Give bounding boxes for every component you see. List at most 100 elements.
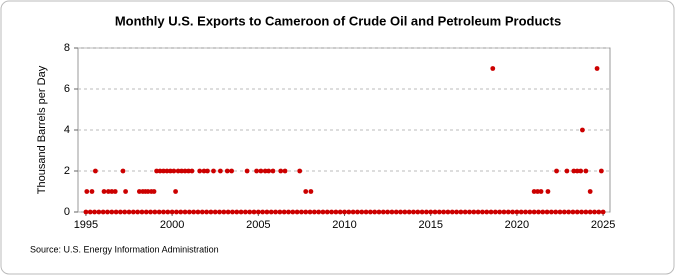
data-point [316, 209, 322, 215]
data-point [587, 189, 593, 194]
data-point [93, 168, 98, 174]
x-tick-label: 2010 [332, 219, 356, 231]
data-point [311, 209, 317, 215]
data-point [186, 209, 192, 215]
data-point [380, 209, 386, 215]
data-point [458, 209, 464, 215]
data-point [571, 168, 577, 174]
data-point [229, 168, 235, 174]
data-point [83, 209, 89, 215]
data-point [148, 209, 153, 215]
data-point [299, 209, 304, 215]
data-point [100, 209, 106, 215]
data-point [333, 209, 339, 215]
data-point [574, 209, 580, 215]
data-point [277, 209, 283, 215]
data-point [270, 168, 276, 174]
data-point [535, 189, 540, 194]
data-point [402, 209, 408, 215]
data-point [471, 209, 477, 215]
data-point [171, 168, 177, 174]
data-point [480, 209, 485, 215]
data-point [201, 168, 207, 174]
data-point [415, 209, 421, 215]
data-point [564, 168, 570, 174]
data-point [266, 168, 272, 174]
data-point [262, 168, 268, 174]
data-point [337, 209, 343, 215]
data-point [441, 209, 447, 215]
data-point [120, 168, 126, 174]
y-tick-label: 6 [64, 83, 70, 95]
data-point [579, 209, 584, 215]
data-point [308, 189, 314, 194]
data-point [282, 168, 288, 174]
data-point [592, 209, 597, 215]
data-point [544, 209, 550, 215]
data-point [151, 189, 157, 194]
data-point [122, 209, 128, 215]
data-point [234, 209, 240, 215]
data-point [566, 209, 572, 215]
data-point [186, 168, 191, 174]
data-point [189, 168, 195, 174]
data-point [389, 209, 395, 215]
data-point [221, 209, 227, 215]
data-point [363, 209, 369, 215]
data-point [583, 168, 589, 174]
data-point [254, 168, 259, 174]
data-point [130, 209, 136, 215]
data-point [169, 209, 175, 215]
data-point [598, 168, 604, 174]
data-point [161, 168, 166, 174]
data-point [557, 209, 563, 215]
data-point [118, 209, 123, 215]
data-point [523, 209, 528, 215]
data-point [174, 209, 179, 215]
data-point [350, 209, 356, 215]
data-point [449, 209, 455, 215]
data-point [538, 189, 544, 194]
data-point [367, 209, 373, 215]
data-point [230, 209, 235, 215]
data-point [225, 209, 231, 215]
data-point [258, 168, 264, 174]
data-point [527, 209, 533, 215]
data-point [454, 209, 459, 215]
data-point [136, 189, 142, 194]
chart-title: Monthly U.S. Exports to Cameroon of Crud… [115, 13, 561, 28]
data-point [191, 209, 197, 215]
data-point [273, 209, 278, 215]
data-point [303, 209, 309, 215]
data-point [205, 168, 210, 174]
data-point [398, 209, 403, 215]
data-point [372, 209, 378, 215]
data-point [224, 168, 230, 174]
source-note: Source: U.S. Energy Information Administ… [30, 244, 219, 254]
data-point [164, 168, 170, 174]
data-point [87, 209, 93, 215]
data-point [570, 209, 576, 215]
x-tick-label: 2015 [418, 219, 442, 231]
data-point [268, 209, 274, 215]
data-point [145, 189, 151, 194]
data-point [587, 209, 593, 215]
data-point [436, 209, 442, 215]
data-point [548, 209, 554, 215]
data-point [510, 209, 515, 215]
data-point [242, 209, 248, 215]
data-point [281, 209, 287, 215]
data-point [596, 209, 602, 215]
data-point [175, 168, 181, 174]
data-point [462, 209, 468, 215]
data-point [346, 209, 352, 215]
data-point [393, 209, 399, 215]
data-point [152, 209, 158, 215]
x-tick-label: 1995 [74, 219, 98, 231]
data-point [561, 209, 567, 215]
data-point [488, 209, 494, 215]
data-point [518, 209, 524, 215]
data-point [105, 209, 110, 215]
data-point [182, 168, 188, 174]
